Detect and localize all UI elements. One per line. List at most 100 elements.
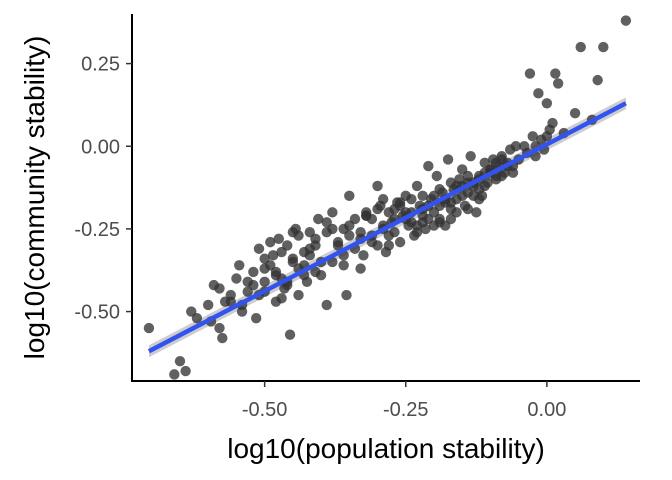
data-point [445, 213, 457, 225]
data-point [231, 273, 242, 284]
y-tick-label: -0.50 [74, 302, 120, 324]
data-point [191, 312, 203, 324]
data-point [541, 131, 553, 142]
data-point [267, 250, 279, 261]
data-point [510, 141, 522, 152]
data-point [372, 180, 383, 192]
data-point [372, 203, 383, 215]
data-point [445, 203, 457, 215]
x-tick-label: 0.00 [527, 399, 566, 421]
data-point [321, 217, 332, 228]
fit-line-layer [147, 101, 627, 354]
data-point [361, 207, 372, 218]
data-point [248, 266, 259, 278]
data-point [341, 289, 352, 301]
data-point [490, 157, 502, 168]
y-tick-label: 0.00 [81, 136, 120, 158]
data-point [313, 213, 324, 225]
data-point [434, 217, 445, 228]
data-point [406, 193, 417, 205]
data-point [451, 193, 462, 205]
x-tick-label: -0.50 [242, 399, 288, 421]
data-point [420, 223, 431, 235]
data-point [332, 236, 344, 248]
data-point [442, 154, 454, 165]
data-point [344, 220, 355, 231]
data-point [242, 276, 253, 288]
data-point [620, 15, 632, 26]
data-point [180, 365, 191, 377]
y-tick-label: 0.25 [81, 54, 120, 76]
data-point [394, 236, 406, 248]
data-point [169, 369, 180, 380]
data-point [315, 269, 327, 281]
data-point [358, 250, 369, 261]
data-point [265, 236, 276, 248]
data-point [310, 240, 321, 251]
data-point [217, 332, 228, 344]
data-point [344, 230, 355, 241]
data-point [355, 263, 366, 274]
data-point [462, 203, 474, 215]
data-point [377, 193, 389, 205]
data-point [276, 293, 287, 304]
fit-line [147, 101, 627, 354]
y-axis-title: log10(community stability) [19, 36, 50, 360]
data-point [273, 233, 284, 245]
data-point [552, 78, 564, 89]
data-point [465, 150, 476, 162]
data-point [547, 117, 558, 129]
data-point [344, 190, 355, 202]
data-point [304, 250, 315, 261]
data-point [383, 230, 395, 241]
data-point [496, 170, 507, 182]
data-points-layer [143, 15, 632, 380]
y-tick-label: -0.25 [74, 219, 120, 241]
data-point [338, 260, 349, 271]
data-point [321, 227, 332, 238]
data-point [431, 170, 442, 182]
x-tick-label: -0.25 [383, 399, 429, 421]
data-point [417, 210, 428, 221]
data-point [214, 283, 225, 294]
data-point [293, 289, 304, 301]
data-point [259, 276, 270, 288]
data-point [270, 269, 282, 281]
data-point [327, 207, 338, 218]
data-point [225, 296, 236, 307]
data-point [143, 322, 155, 334]
data-point [592, 74, 603, 86]
data-point [468, 190, 479, 202]
data-point [321, 299, 332, 311]
data-point [533, 88, 544, 99]
data-point [259, 263, 270, 274]
data-point [383, 240, 395, 251]
data-point [372, 240, 383, 251]
data-point [411, 180, 423, 192]
axes-layer: -0.50 -0.25 0.00 -0.50 -0.25 0.00 0.25 [74, 14, 640, 421]
data-point [541, 98, 553, 109]
data-point [234, 260, 245, 271]
data-point [174, 355, 186, 367]
data-point [524, 68, 536, 79]
data-point [355, 227, 366, 238]
data-point [550, 68, 561, 79]
data-point [287, 227, 299, 238]
data-point [445, 177, 457, 188]
data-point [569, 107, 581, 119]
data-point [287, 253, 299, 264]
data-point [471, 207, 482, 218]
data-point [417, 190, 428, 202]
data-point [214, 322, 225, 334]
x-axis-title: log10(population stability) [227, 433, 545, 464]
data-point [434, 184, 445, 195]
data-point [250, 312, 262, 324]
data-point [598, 41, 609, 53]
data-point [575, 41, 586, 53]
data-point [253, 243, 265, 254]
data-point [423, 160, 434, 172]
data-point [203, 299, 214, 311]
data-point [527, 131, 538, 142]
data-point [284, 329, 296, 340]
